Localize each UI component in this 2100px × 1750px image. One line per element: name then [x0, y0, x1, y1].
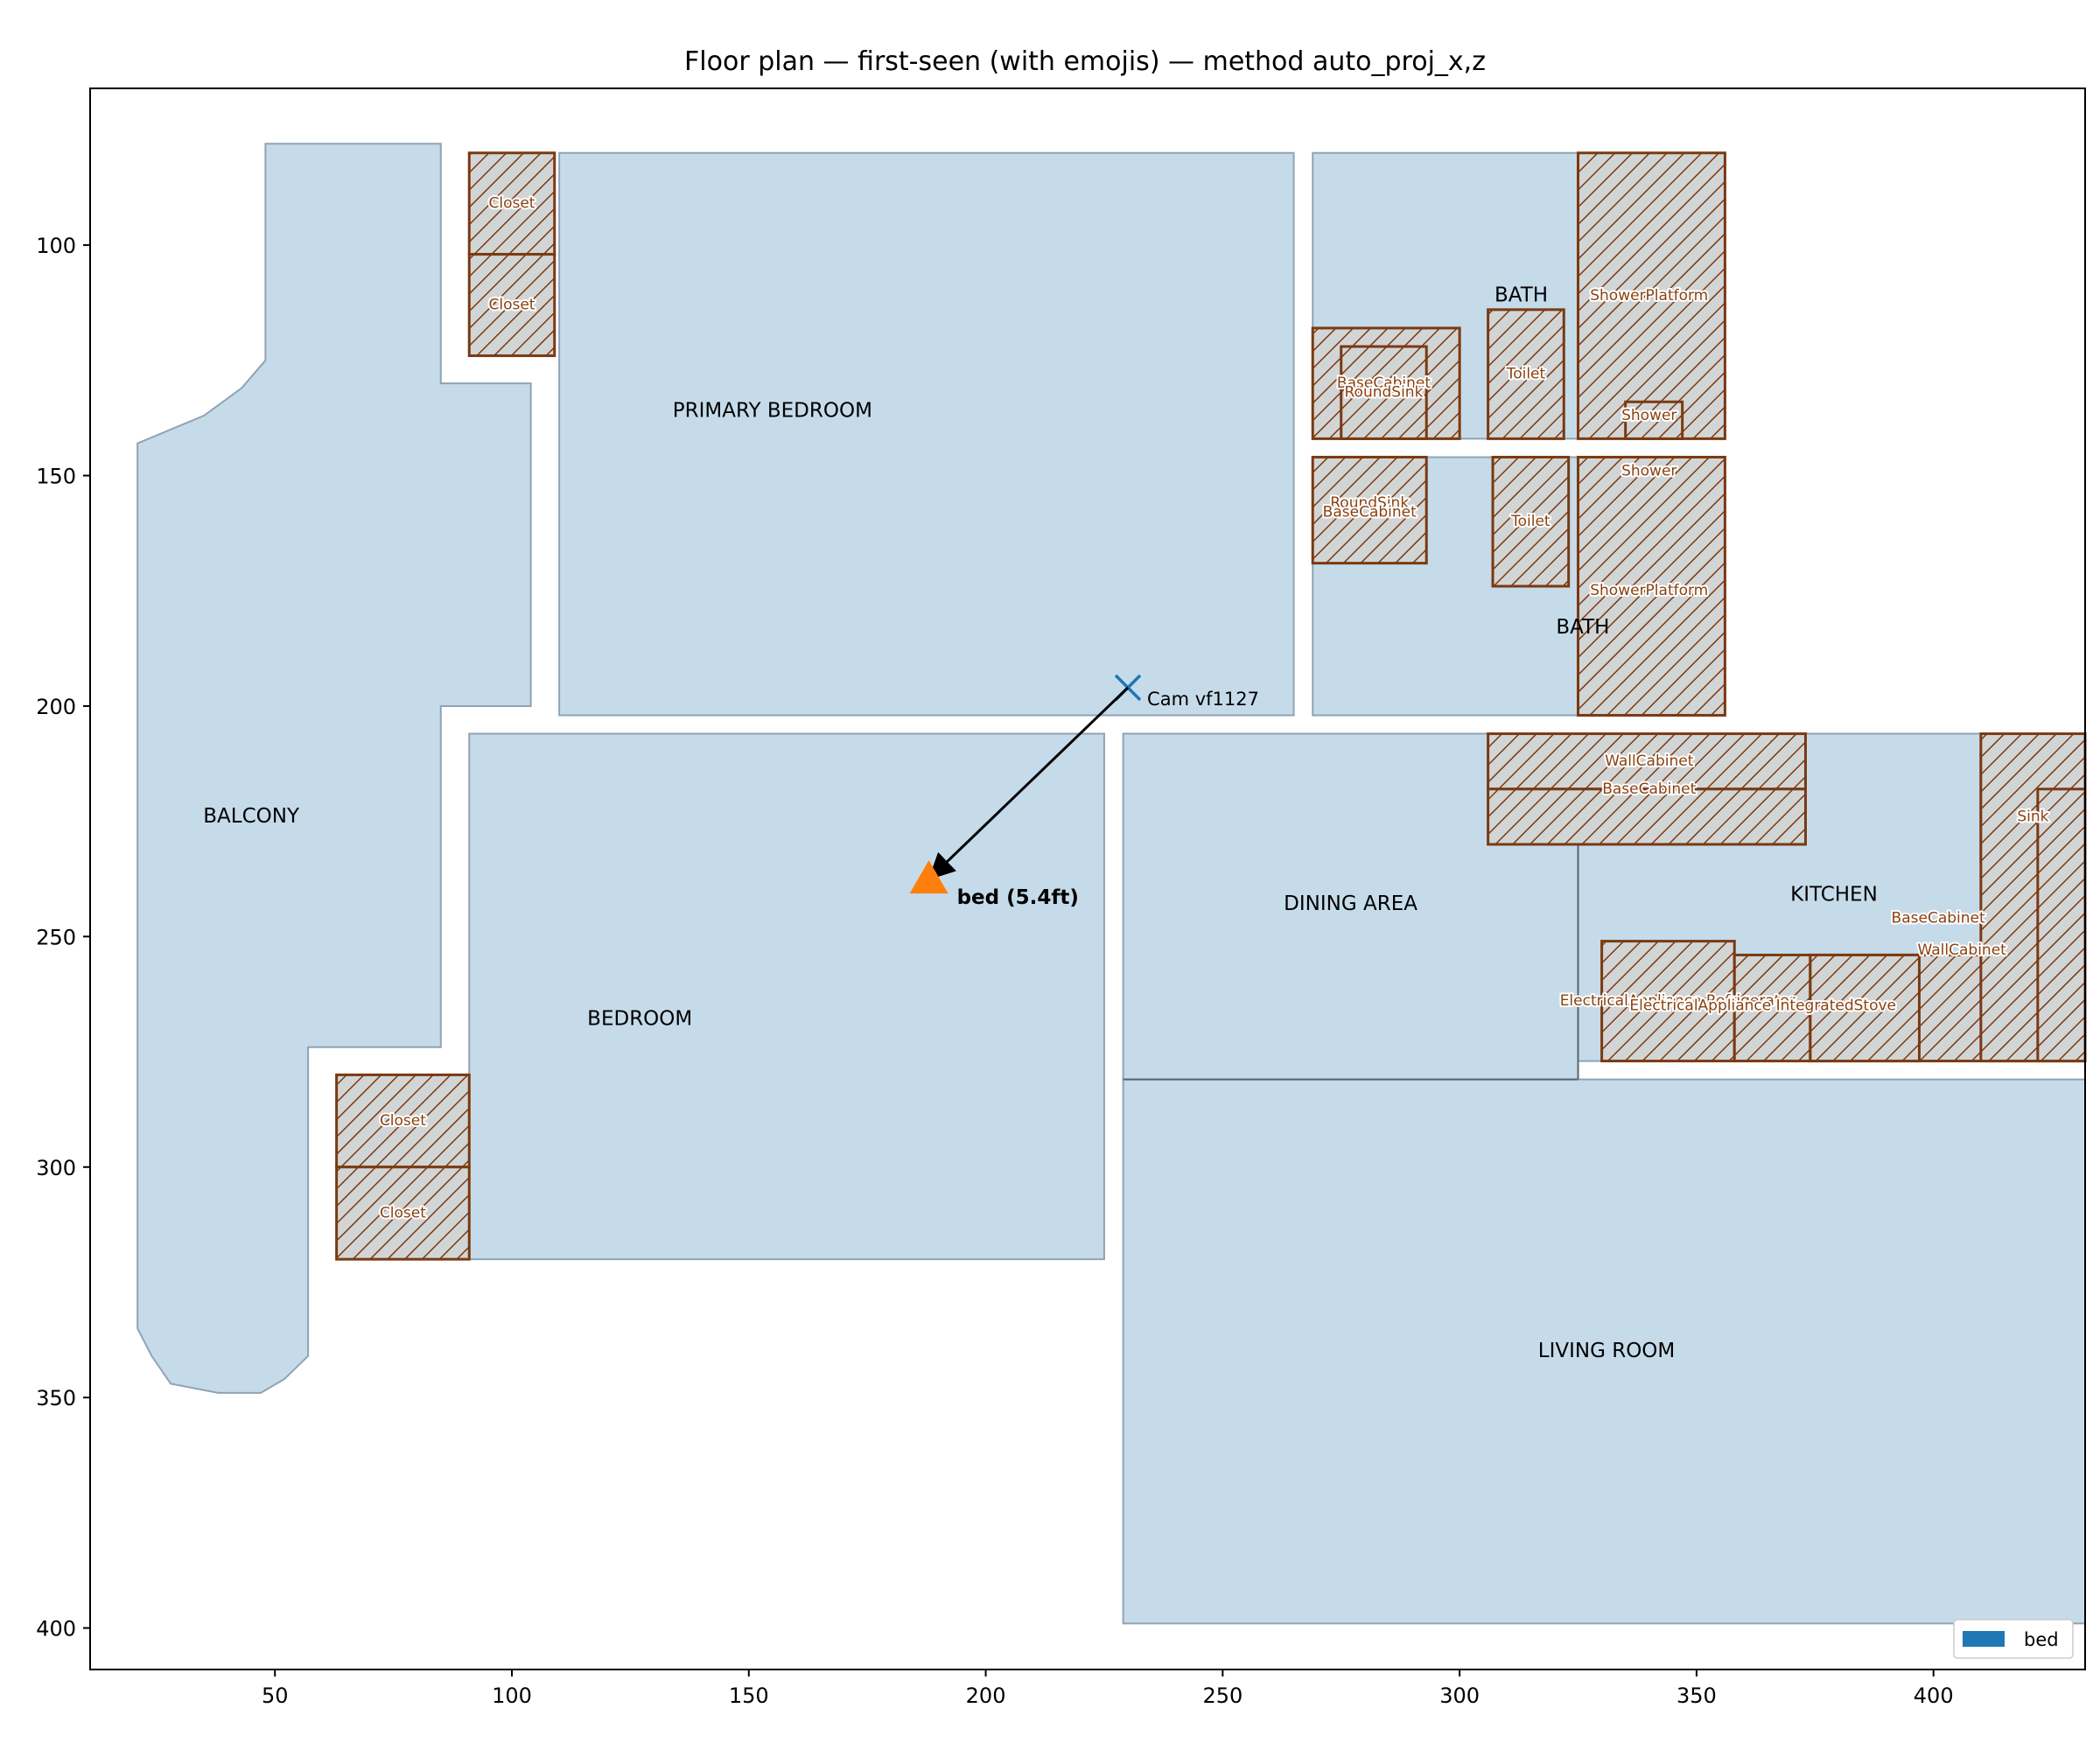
furniture-label-showerplatform: ShowerPlatform	[1590, 582, 1708, 599]
y-tick-label: 100	[36, 234, 76, 258]
room-label-bath: BATH	[1494, 284, 1548, 307]
y-tick-label: 150	[36, 465, 76, 489]
room-label-bedroom: BEDROOM	[587, 1008, 692, 1031]
furniture-label-closet: Closet	[380, 1204, 426, 1222]
furniture-showerplatform-shape	[1577, 151, 1726, 440]
x-tick-label: 50	[262, 1684, 289, 1708]
y-tick-label: 300	[36, 1156, 76, 1180]
y-tick-label: 250	[36, 925, 76, 949]
legend-patch	[1963, 1631, 2005, 1647]
target-triangle-marker	[909, 860, 948, 894]
furniture-basecabinet-shape	[1487, 788, 1807, 846]
camera-label: Cam vf1127	[1147, 689, 1259, 710]
furniture-label-electricalappliance-refrigerator: ElectricalAppliance Refrigerator	[1560, 992, 1796, 1010]
furniture-label-showerplatform: ShowerPlatform	[1590, 287, 1708, 304]
furniture-toilet-shape	[1491, 455, 1571, 588]
x-tick-label: 300	[1439, 1684, 1480, 1708]
furniture-layer	[335, 151, 2087, 1261]
x-tick-label: 200	[966, 1684, 1006, 1708]
x-tick-label: 400	[1914, 1684, 1954, 1708]
furniture-label-toilet: Toilet	[1510, 513, 1550, 530]
furniture-closet-shape	[467, 253, 556, 358]
furniture-shower-shape	[1624, 400, 1684, 440]
room-primary-bedroom-shape	[558, 151, 1295, 717]
furniture-wallcabinet-shape	[1487, 732, 1807, 791]
room-label-dining-area: DINING AREA	[1284, 892, 1418, 915]
furniture-electricalappliance-integratedstove-shape	[1732, 953, 1812, 1063]
labels-layer: BALCONY PRIMARY BEDROOM BATH BATH BEDROOM DIN…	[203, 193, 2050, 1362]
legend-box	[1953, 1619, 2074, 1659]
camera-to-target-arrow	[928, 686, 1130, 880]
furniture-label-shower: Shower	[1621, 462, 1676, 480]
y-tick-label: 350	[36, 1386, 76, 1410]
x-tick-label: 150	[729, 1684, 769, 1708]
furniture-label-wallcabinet: WallCabinet	[1605, 752, 1694, 770]
furniture-closet-shape	[467, 151, 556, 256]
furniture-label-sink: Sink	[2017, 808, 2048, 825]
furniture-label-closet: Closet	[489, 297, 536, 314]
furniture-roundsink-shape	[1340, 345, 1428, 440]
chart-title: Floor plan — first-seen (with emojis) — …	[684, 46, 1486, 77]
furniture-closet-shape	[335, 1073, 471, 1169]
y-tick-label: 200	[36, 695, 76, 719]
furniture-label-roundsink: RoundSink	[1345, 384, 1424, 402]
room-bedroom-shape	[468, 732, 1105, 1261]
room-balcony-shape	[136, 143, 532, 1394]
furniture-label-toilet: Toilet	[1506, 366, 1546, 383]
y-tick-label: 400	[36, 1617, 76, 1642]
x-tick-label: 100	[492, 1684, 532, 1708]
furniture-label-roundsink: RoundSink	[1330, 494, 1409, 512]
x-tick-label: 350	[1676, 1684, 1717, 1708]
room-label-kitchen: KITCHEN	[1790, 883, 1878, 906]
legend: bed	[1953, 1619, 2074, 1659]
furniture-toilet-shape	[1487, 308, 1565, 440]
target-label: bed (5.4ft)	[957, 886, 1079, 909]
furniture-label-electricalappliance-integratedstove: ElectricalAppliance IntegratedStove	[1629, 997, 1896, 1014]
furniture-label-closet: Closet	[380, 1112, 426, 1130]
furniture-label-closet: Closet	[489, 195, 536, 213]
room-label-bath: BATH	[1556, 616, 1609, 639]
legend-entry-bed: bed	[2024, 1629, 2059, 1650]
room-label-balcony: BALCONY	[203, 805, 300, 828]
x-tick-label: 250	[1202, 1684, 1242, 1708]
furniture-showerplatform-shape	[1577, 455, 1726, 717]
room-label-primary-bedroom: PRIMARY BEDROOM	[673, 399, 872, 422]
furniture-label-basecabinet: BaseCabinet	[1892, 909, 1985, 927]
axis-ticks: 50 100 150 200 250 300 350 400 100 150 200 250 300 35…	[36, 234, 1953, 1708]
plot-frame	[89, 88, 2086, 1670]
furniture-label-basecabinet: BaseCabinet	[1602, 780, 1696, 798]
furniture-closet-shape	[335, 1166, 471, 1261]
furniture-label-basecabinet: BaseCabinet	[1323, 504, 1417, 522]
room-label-living-room: LIVING ROOM	[1538, 1340, 1676, 1362]
furniture-kitchen-cabinet-shape	[2036, 788, 2087, 1063]
furniture-wallcabinet-shape	[1809, 953, 1921, 1063]
furniture-label-basecabinet: BaseCabinet	[1337, 374, 1431, 392]
furniture-basecabinet-shape	[1311, 455, 1428, 565]
overlay-layer: Cam vf1127 bed (5.4ft)	[909, 674, 1259, 909]
furniture-label-wallcabinet: WallCabinet	[1918, 942, 2007, 959]
furniture-electricalappliance-refrigerator-shape	[1600, 940, 1736, 1063]
furniture-label-shower: Shower	[1621, 407, 1676, 424]
